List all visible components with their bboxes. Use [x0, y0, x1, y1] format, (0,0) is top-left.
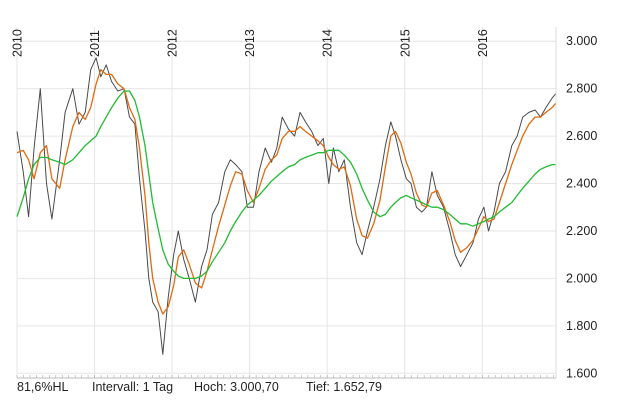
y-tick-label: 1.800 — [566, 319, 597, 333]
y-tick-label: 2.400 — [566, 177, 597, 191]
x-tick-label: 2015 — [398, 29, 412, 57]
y-tick-label: 3.000 — [566, 34, 597, 48]
y-tick-labels: 1.600 1.800 2.000 2.200 2.400 2.600 2.800 3.000 — [566, 34, 597, 380]
plot-background — [17, 27, 556, 378]
chart-area[interactable]: 2010 2011 2012 2013 2014 2015 2016 1.600 1.800 2… — [0, 0, 624, 380]
y-tick-label: 1.600 — [566, 366, 597, 380]
x-tick-label: 2013 — [243, 29, 257, 57]
y-tick-label: 2.600 — [566, 129, 597, 143]
x-tick-labels: 2010 2011 2012 2013 2014 2015 2016 — [11, 29, 490, 57]
series-line-gd-38 — [16, 69, 557, 315]
y-tick-label: 2.200 — [566, 224, 597, 238]
x-tick-label: 2012 — [166, 29, 180, 57]
gridlines — [16, 27, 556, 378]
x-tick-label: 2016 — [476, 29, 490, 57]
x-tick-label: 2010 — [11, 29, 25, 57]
ratio-label: 81,6%HL — [17, 380, 69, 394]
series-line-gd-100 — [16, 90, 556, 280]
y-tick-label: 2.000 — [566, 271, 597, 285]
series-layer — [16, 57, 557, 355]
interval-label: Intervall: 1 Tag — [92, 380, 174, 394]
series-line-kurs — [16, 57, 557, 355]
chart-footer: 81,6%HL Intervall: 1 Tag Hoch: 3.000,70 … — [0, 380, 624, 402]
y-tick-label: 2.800 — [566, 82, 597, 96]
low-label: Tief: 1.652,79 — [306, 380, 382, 394]
x-tick-label: 2014 — [321, 29, 335, 57]
x-tick-label: 2011 — [88, 30, 102, 57]
high-label: Hoch: 3.000,70 — [194, 380, 279, 394]
